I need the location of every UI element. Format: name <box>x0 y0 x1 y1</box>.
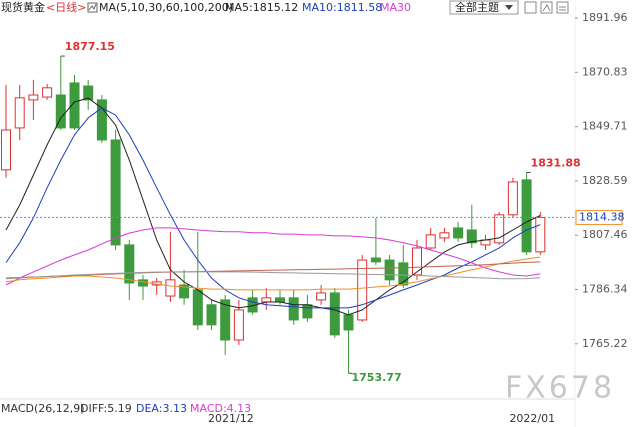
candle-body <box>412 247 422 276</box>
candle-body <box>507 181 518 216</box>
high-label: 1831.88 <box>531 156 581 169</box>
candle-body <box>370 257 381 263</box>
y-tick-label: 1891.96 <box>582 11 628 24</box>
last-price-box <box>575 209 623 225</box>
candle-body <box>466 229 477 244</box>
candle-body <box>384 259 395 281</box>
legend-entry: MA30 <box>380 1 411 14</box>
candle-body <box>425 234 436 249</box>
candle-body <box>42 87 53 98</box>
tool-icon-glyph <box>559 6 566 11</box>
macd-readout: MACD:4.13 <box>190 402 251 415</box>
y-tick-label: 1828.59 <box>582 174 628 187</box>
candle-body <box>261 297 272 303</box>
candle-body <box>192 289 203 326</box>
plot-area: 1877.15 1831.88 1753.77 <box>0 40 581 384</box>
watermark: FX678 <box>505 371 615 406</box>
x-tick-label: 2021/12 <box>208 412 254 425</box>
y-tick-label: 1870.83 <box>582 65 628 78</box>
macd-readout: DIFF:5.19 <box>80 402 132 415</box>
candle-body <box>233 309 244 341</box>
ma-line <box>5 227 541 286</box>
candle-body <box>535 216 546 253</box>
candle-body <box>220 299 231 341</box>
candle-body <box>343 314 354 331</box>
candle-body <box>83 85 94 101</box>
tool-icon-glyph <box>542 4 551 12</box>
candle-body <box>69 82 80 129</box>
ma-line <box>5 271 541 280</box>
candle-body <box>357 259 368 321</box>
candle-body <box>439 232 450 239</box>
theme-select-text: 全部主题 <box>455 0 499 14</box>
low-label: 1753.77 <box>352 371 402 384</box>
candle-body <box>288 297 299 321</box>
candle-body <box>28 94 39 101</box>
candle-body <box>275 297 285 303</box>
candle-body <box>14 97 25 129</box>
candle-body <box>96 99 107 141</box>
candle-body <box>165 279 176 297</box>
indicator-label: MA(5,10,30,60,100,200) <box>99 1 233 14</box>
toolbar <box>0 0 575 16</box>
ma-line <box>5 261 541 279</box>
ma-line <box>5 97 541 316</box>
tool-icon[interactable] <box>540 1 553 14</box>
ma-line <box>5 107 541 309</box>
candle-body <box>124 244 135 284</box>
candle-body <box>329 292 340 336</box>
candle-body <box>494 214 505 244</box>
period[interactable]: <日线> <box>46 0 86 14</box>
x-tick-label: 2022/01 <box>509 412 555 425</box>
candle-body <box>138 279 148 287</box>
footer: 2021/12 2022/01 MACD(26,12,9)DIFF:5.19 DEA:… <box>1 402 555 425</box>
dropdown-arrow <box>505 5 513 10</box>
instrument-title: 现货黄金 <box>1 0 45 14</box>
candle-body <box>179 284 190 299</box>
candle-body <box>55 94 66 129</box>
candle-body <box>453 227 464 239</box>
checkbox[interactable] <box>524 1 537 14</box>
macd-readout: DEA:3.13 <box>136 402 187 415</box>
candle-body <box>302 304 313 319</box>
y-tick-label: 1807.46 <box>582 228 628 241</box>
y-tick-label: 1765.22 <box>582 337 628 350</box>
y-tick-label: 1786.34 <box>582 283 628 296</box>
candle-body <box>398 262 409 286</box>
theme-select[interactable] <box>449 0 519 15</box>
ma-line <box>5 256 541 291</box>
indicator-icon-glyph <box>88 3 97 11</box>
candle-body <box>316 292 327 301</box>
price-axis: 1891.96 1870.83 1849.71 1828.59 1807.46 1786.… <box>575 11 628 350</box>
macd-readout: MACD(26,12,9) <box>1 402 85 415</box>
y-tick-label: 1849.71 <box>582 120 628 133</box>
indicator-icon[interactable] <box>87 2 98 13</box>
candle-body <box>521 179 532 253</box>
last-price-label: 1814.38 <box>579 210 625 223</box>
candle-body <box>206 304 217 326</box>
legend-entry: MA5:1815.12 <box>225 1 298 14</box>
high-label: 1877.15 <box>65 40 115 53</box>
legend-entry: MA10:1811.58 <box>302 1 382 14</box>
candle-body <box>1 129 11 171</box>
candle-body <box>110 139 121 246</box>
